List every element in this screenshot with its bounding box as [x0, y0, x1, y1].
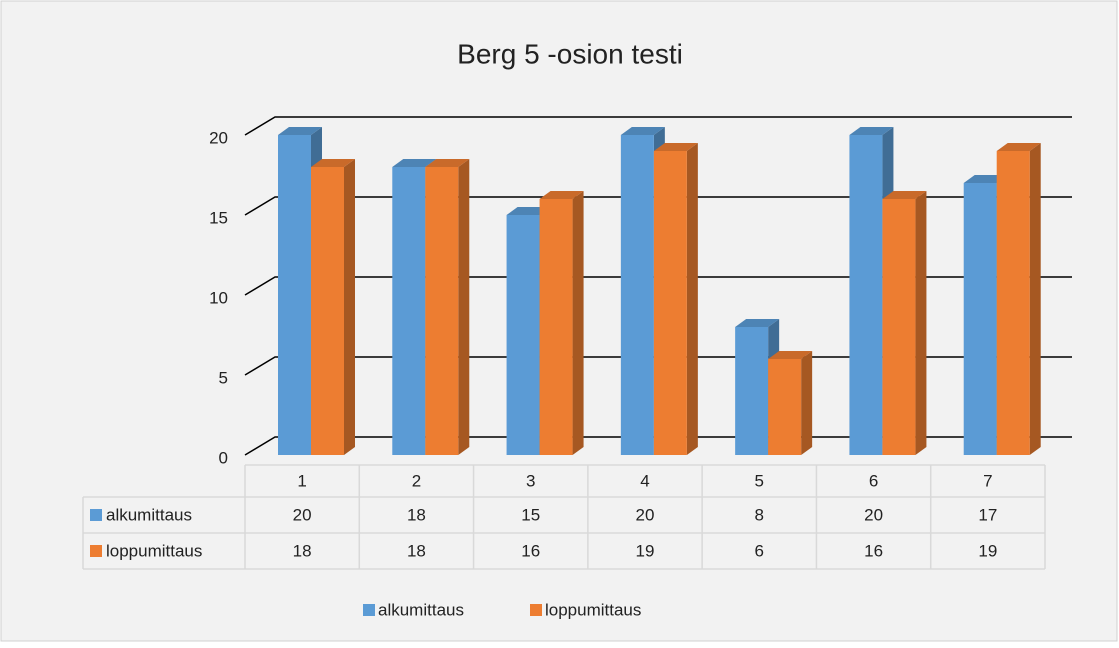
table-legend-key	[90, 545, 102, 557]
table-value: 18	[293, 541, 312, 560]
x-tick-label: 5	[755, 471, 764, 490]
bar	[278, 135, 311, 455]
table-value: 19	[978, 541, 997, 560]
bar	[392, 167, 426, 455]
bar-top	[768, 351, 813, 359]
bar-side	[344, 159, 355, 455]
table-series-name: loppumittaus	[106, 541, 202, 560]
table-value: 6	[755, 541, 764, 560]
bar-top	[735, 319, 780, 327]
bar-top	[539, 191, 584, 199]
x-tick-label: 3	[526, 471, 535, 490]
bar	[653, 151, 687, 455]
grid-line	[244, 276, 1072, 296]
bar-side	[686, 143, 698, 455]
table-value: 17	[978, 505, 997, 524]
y-tick-label: 5	[219, 368, 228, 387]
bar-top	[996, 143, 1041, 151]
x-tick-label: 2	[412, 471, 421, 490]
table-value: 20	[636, 505, 655, 524]
table-value: 8	[755, 505, 764, 524]
x-tick-label: 6	[869, 471, 878, 490]
legend-key	[363, 604, 375, 616]
bar	[996, 151, 1030, 455]
bar	[768, 359, 802, 455]
bar	[882, 199, 916, 455]
y-tick-label: 20	[209, 128, 228, 147]
table-value: 19	[636, 541, 655, 560]
legend-label: alkumittaus	[378, 600, 464, 619]
legend-label: loppumittaus	[545, 600, 641, 619]
table-value: 16	[864, 541, 883, 560]
table-value: 20	[293, 505, 312, 524]
bar-top	[311, 159, 355, 167]
grid-line	[244, 196, 1072, 216]
bar-side	[1029, 143, 1041, 455]
bar	[539, 199, 573, 455]
bar-side	[572, 191, 584, 455]
bar-top	[425, 159, 470, 167]
bar-top	[392, 159, 437, 167]
table-value: 15	[521, 505, 540, 524]
bar	[620, 135, 654, 455]
y-tick-label: 10	[209, 288, 228, 307]
chart-title: Berg 5 -osion testi	[457, 38, 683, 69]
table-value: 18	[407, 505, 426, 524]
table-value: 18	[407, 541, 426, 560]
bar	[849, 135, 883, 455]
bar-top	[653, 143, 698, 151]
bar-top	[278, 127, 322, 135]
bar	[311, 167, 344, 455]
bar	[425, 167, 459, 455]
bar-side	[458, 159, 470, 455]
legend-key	[530, 604, 542, 616]
table-value: 20	[864, 505, 883, 524]
x-tick-label: 4	[640, 471, 649, 490]
bar-side	[801, 351, 813, 455]
bar-top	[882, 191, 927, 199]
bar	[506, 215, 540, 455]
x-tick-label: 1	[297, 471, 306, 490]
table-legend-key	[90, 509, 102, 521]
table-value: 16	[521, 541, 540, 560]
x-tick-label: 7	[983, 471, 992, 490]
grid-line	[244, 116, 1072, 136]
y-tick-label: 0	[219, 448, 228, 467]
y-tick-label: 15	[209, 208, 228, 227]
bar	[963, 183, 997, 455]
bar-side	[915, 191, 927, 455]
bar-top	[620, 127, 665, 135]
bar-top	[849, 127, 894, 135]
table-series-name: alkumittaus	[106, 505, 192, 524]
bar	[735, 327, 769, 455]
